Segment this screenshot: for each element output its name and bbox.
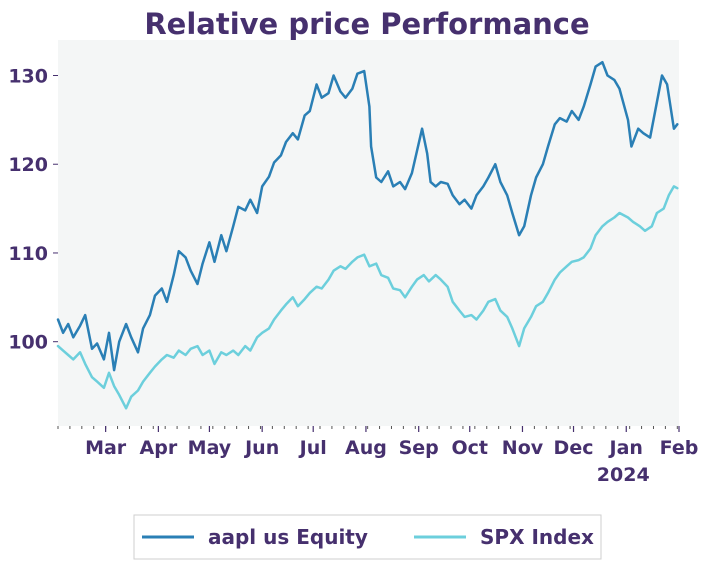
series-line-spx-index — [56, 185, 679, 410]
x-tick-label: Jan — [608, 437, 643, 459]
x-tick-label: Feb — [660, 437, 699, 459]
x-tick-label: Dec — [554, 437, 594, 459]
x-tick-label: Apr — [140, 437, 178, 459]
y-axis: 100 110 120 130 — [8, 65, 58, 354]
x-tick-label: Jun — [243, 437, 279, 459]
x-tick-label: Aug — [345, 437, 387, 459]
x-tick-label: May — [188, 437, 232, 459]
x-axis: Mar Apr May Jun Jul Aug Sep Oct Nov Dec Jan 2024 Feb — [57, 426, 699, 486]
x-tick-sublabel: 2024 — [597, 464, 650, 486]
legend-label-aapl: aapl us Equity — [208, 525, 368, 549]
legend: aapl us Equity SPX Index — [133, 514, 602, 560]
x-tick-label: Oct — [451, 437, 488, 459]
chart-title: Relative price Performance — [144, 7, 589, 41]
x-tick-label: Nov — [502, 437, 544, 459]
x-tick-label: Sep — [399, 437, 439, 459]
y-tick-label: 120 — [8, 154, 48, 176]
legend-label-spx: SPX Index — [480, 525, 594, 549]
y-tick-label: 100 — [8, 332, 48, 354]
x-tick-label: Jul — [298, 437, 327, 459]
y-tick-label: 110 — [8, 243, 48, 265]
y-tick-label: 130 — [8, 65, 48, 87]
x-tick-label: Mar — [85, 437, 127, 459]
series-lines — [56, 60, 679, 410]
legend-box — [133, 514, 602, 560]
series-line-aapl-us-equity — [56, 60, 679, 372]
